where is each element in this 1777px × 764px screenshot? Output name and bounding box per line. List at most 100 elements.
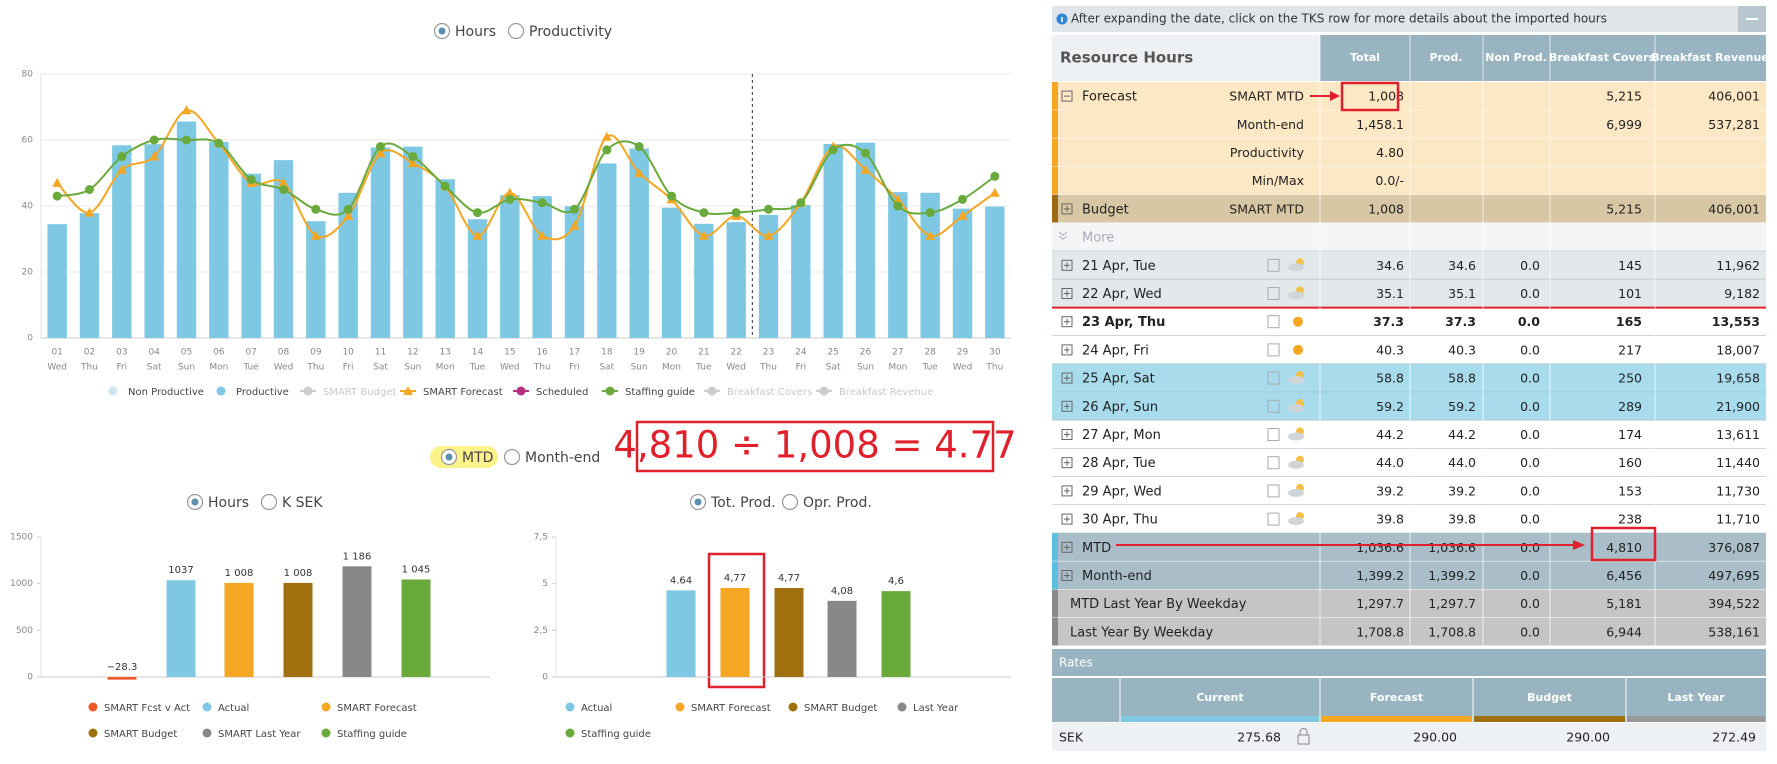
expand-toggle[interactable]: [1061, 344, 1073, 356]
row-label[interactable]: 28 Apr, Tue: [1082, 456, 1156, 471]
x-tick-sublabel: Fri: [795, 363, 806, 373]
row-label[interactable]: 25 Apr, Sat: [1082, 372, 1155, 387]
expand-toggle[interactable]: [1061, 570, 1073, 581]
weather-icon: [1288, 404, 1304, 413]
y-tick-label: 1000: [10, 579, 33, 589]
legend-symbol: [321, 702, 331, 712]
marker: [246, 175, 256, 185]
legend-label[interactable]: Actual: [581, 703, 612, 714]
expand-toggle[interactable]: [1061, 485, 1073, 497]
expand-toggle[interactable]: [1061, 316, 1073, 328]
expand-toggle[interactable]: [1061, 457, 1073, 469]
legend-label[interactable]: SMART Forecast: [423, 387, 503, 398]
legend-label[interactable]: Scheduled: [536, 387, 588, 398]
radio[interactable]: [507, 22, 525, 40]
expand-toggle[interactable]: [1061, 203, 1073, 215]
row-label[interactable]: 26 Apr, Sun: [1082, 400, 1158, 415]
bar: [370, 147, 391, 338]
highlight-box: [1340, 81, 1400, 112]
x-tick-sublabel: Thu: [759, 363, 777, 373]
x-tick-label: 25: [827, 348, 838, 358]
radio-label[interactable]: Tot. Prod.: [710, 495, 776, 511]
row-label[interactable]: 22 Apr, Wed: [1082, 287, 1162, 302]
radio-label[interactable]: K SEK: [282, 495, 323, 511]
legend-label[interactable]: Productive: [236, 387, 289, 398]
marker: [698, 230, 709, 240]
legend-label[interactable]: SMART Budget: [804, 703, 877, 714]
expand-toggle[interactable]: [1061, 400, 1073, 412]
row-label[interactable]: Forecast: [1082, 90, 1137, 105]
legend-label[interactable]: Last Year: [913, 703, 959, 714]
bar: [144, 144, 164, 338]
expand-toggle[interactable]: [1061, 288, 1073, 299]
expand-toggle[interactable]: [1061, 541, 1073, 553]
marker: [52, 191, 62, 201]
cell-value: 0.0: [1518, 314, 1540, 329]
expand-toggle[interactable]: [1061, 259, 1073, 271]
row-label[interactable]: 30 Apr, Thu: [1082, 513, 1158, 528]
radio[interactable]: [260, 493, 278, 511]
legend-label[interactable]: Actual: [218, 703, 249, 714]
cell-value: 59.2: [1448, 399, 1476, 414]
legend-label[interactable]: Staffing guide: [581, 729, 651, 740]
row-label[interactable]: MTD: [1082, 541, 1111, 556]
marker: [893, 201, 903, 211]
radio[interactable]: [503, 448, 521, 466]
row-label[interactable]: 29 Apr, Wed: [1082, 484, 1162, 499]
cell-value: 13,553: [1712, 314, 1760, 329]
radio[interactable]: [781, 493, 799, 511]
table-row: [1052, 223, 1766, 252]
row-label[interactable]: 27 Apr, Mon: [1082, 428, 1161, 443]
rates-underline: [1121, 716, 1319, 722]
legend-label[interactable]: SMART Budget: [104, 729, 177, 740]
marker: [892, 194, 903, 204]
legend-label[interactable]: SMART Budget: [323, 387, 396, 398]
bar: [435, 179, 455, 338]
row-label[interactable]: MTD Last Year By Weekday: [1070, 597, 1247, 612]
legend-label[interactable]: Staffing guide: [625, 387, 695, 398]
radio-label[interactable]: Hours: [208, 495, 249, 511]
radio-label[interactable]: MTD: [462, 450, 493, 466]
row-label[interactable]: 21 Apr, Tue: [1082, 259, 1156, 274]
calendar-icon: [1267, 399, 1280, 413]
marker: [605, 386, 615, 396]
table-row: [1052, 589, 1766, 618]
row-label[interactable]: 23 Apr, Thu: [1082, 315, 1165, 330]
marker: [504, 187, 515, 197]
radio-label[interactable]: Hours: [455, 24, 496, 40]
legend-symbol: [565, 728, 575, 738]
marker: [764, 204, 773, 214]
bar: [107, 677, 137, 680]
legend-label[interactable]: Staffing guide: [337, 729, 407, 740]
expand-toggle[interactable]: [1061, 429, 1073, 440]
row-label[interactable]: More: [1082, 231, 1114, 246]
marker: [149, 151, 160, 161]
row-label[interactable]: Last Year By Weekday: [1070, 625, 1213, 640]
row-label[interactable]: 24 Apr, Fri: [1082, 343, 1149, 358]
cell-value: 39.8: [1376, 512, 1404, 527]
radio-label[interactable]: Productivity: [529, 24, 612, 40]
radio-label[interactable]: Opr. Prod.: [803, 495, 872, 511]
radio-label[interactable]: Month-end: [525, 450, 600, 466]
row-label[interactable]: Budget: [1082, 202, 1129, 217]
marker: [278, 177, 289, 187]
expand-toggle[interactable]: [1061, 513, 1073, 525]
table-row: [1052, 194, 1766, 223]
row-sublabel: Min/Max: [1252, 173, 1304, 188]
legend-label[interactable]: SMART Forecast: [337, 703, 417, 714]
bar: [47, 224, 67, 338]
legend-label[interactable]: Non Productive: [128, 387, 204, 398]
bar: [881, 591, 911, 677]
expand-toggle[interactable]: [1061, 372, 1073, 384]
legend-label[interactable]: SMART Fcst v Act: [104, 703, 190, 714]
cell-value: 11,730: [1716, 483, 1760, 498]
expand-toggle[interactable]: [1061, 90, 1073, 102]
radio-dot: [694, 498, 702, 506]
legend-label[interactable]: SMART Last Year: [218, 729, 301, 740]
legend-label[interactable]: Breakfast Revenue: [839, 387, 933, 398]
row-label[interactable]: Month-end: [1082, 569, 1152, 584]
legend-label[interactable]: SMART Forecast: [691, 703, 771, 714]
value-label: 4,77: [724, 573, 746, 584]
rates-underline: [1627, 716, 1765, 722]
legend-label[interactable]: Breakfast Covers: [727, 387, 812, 398]
